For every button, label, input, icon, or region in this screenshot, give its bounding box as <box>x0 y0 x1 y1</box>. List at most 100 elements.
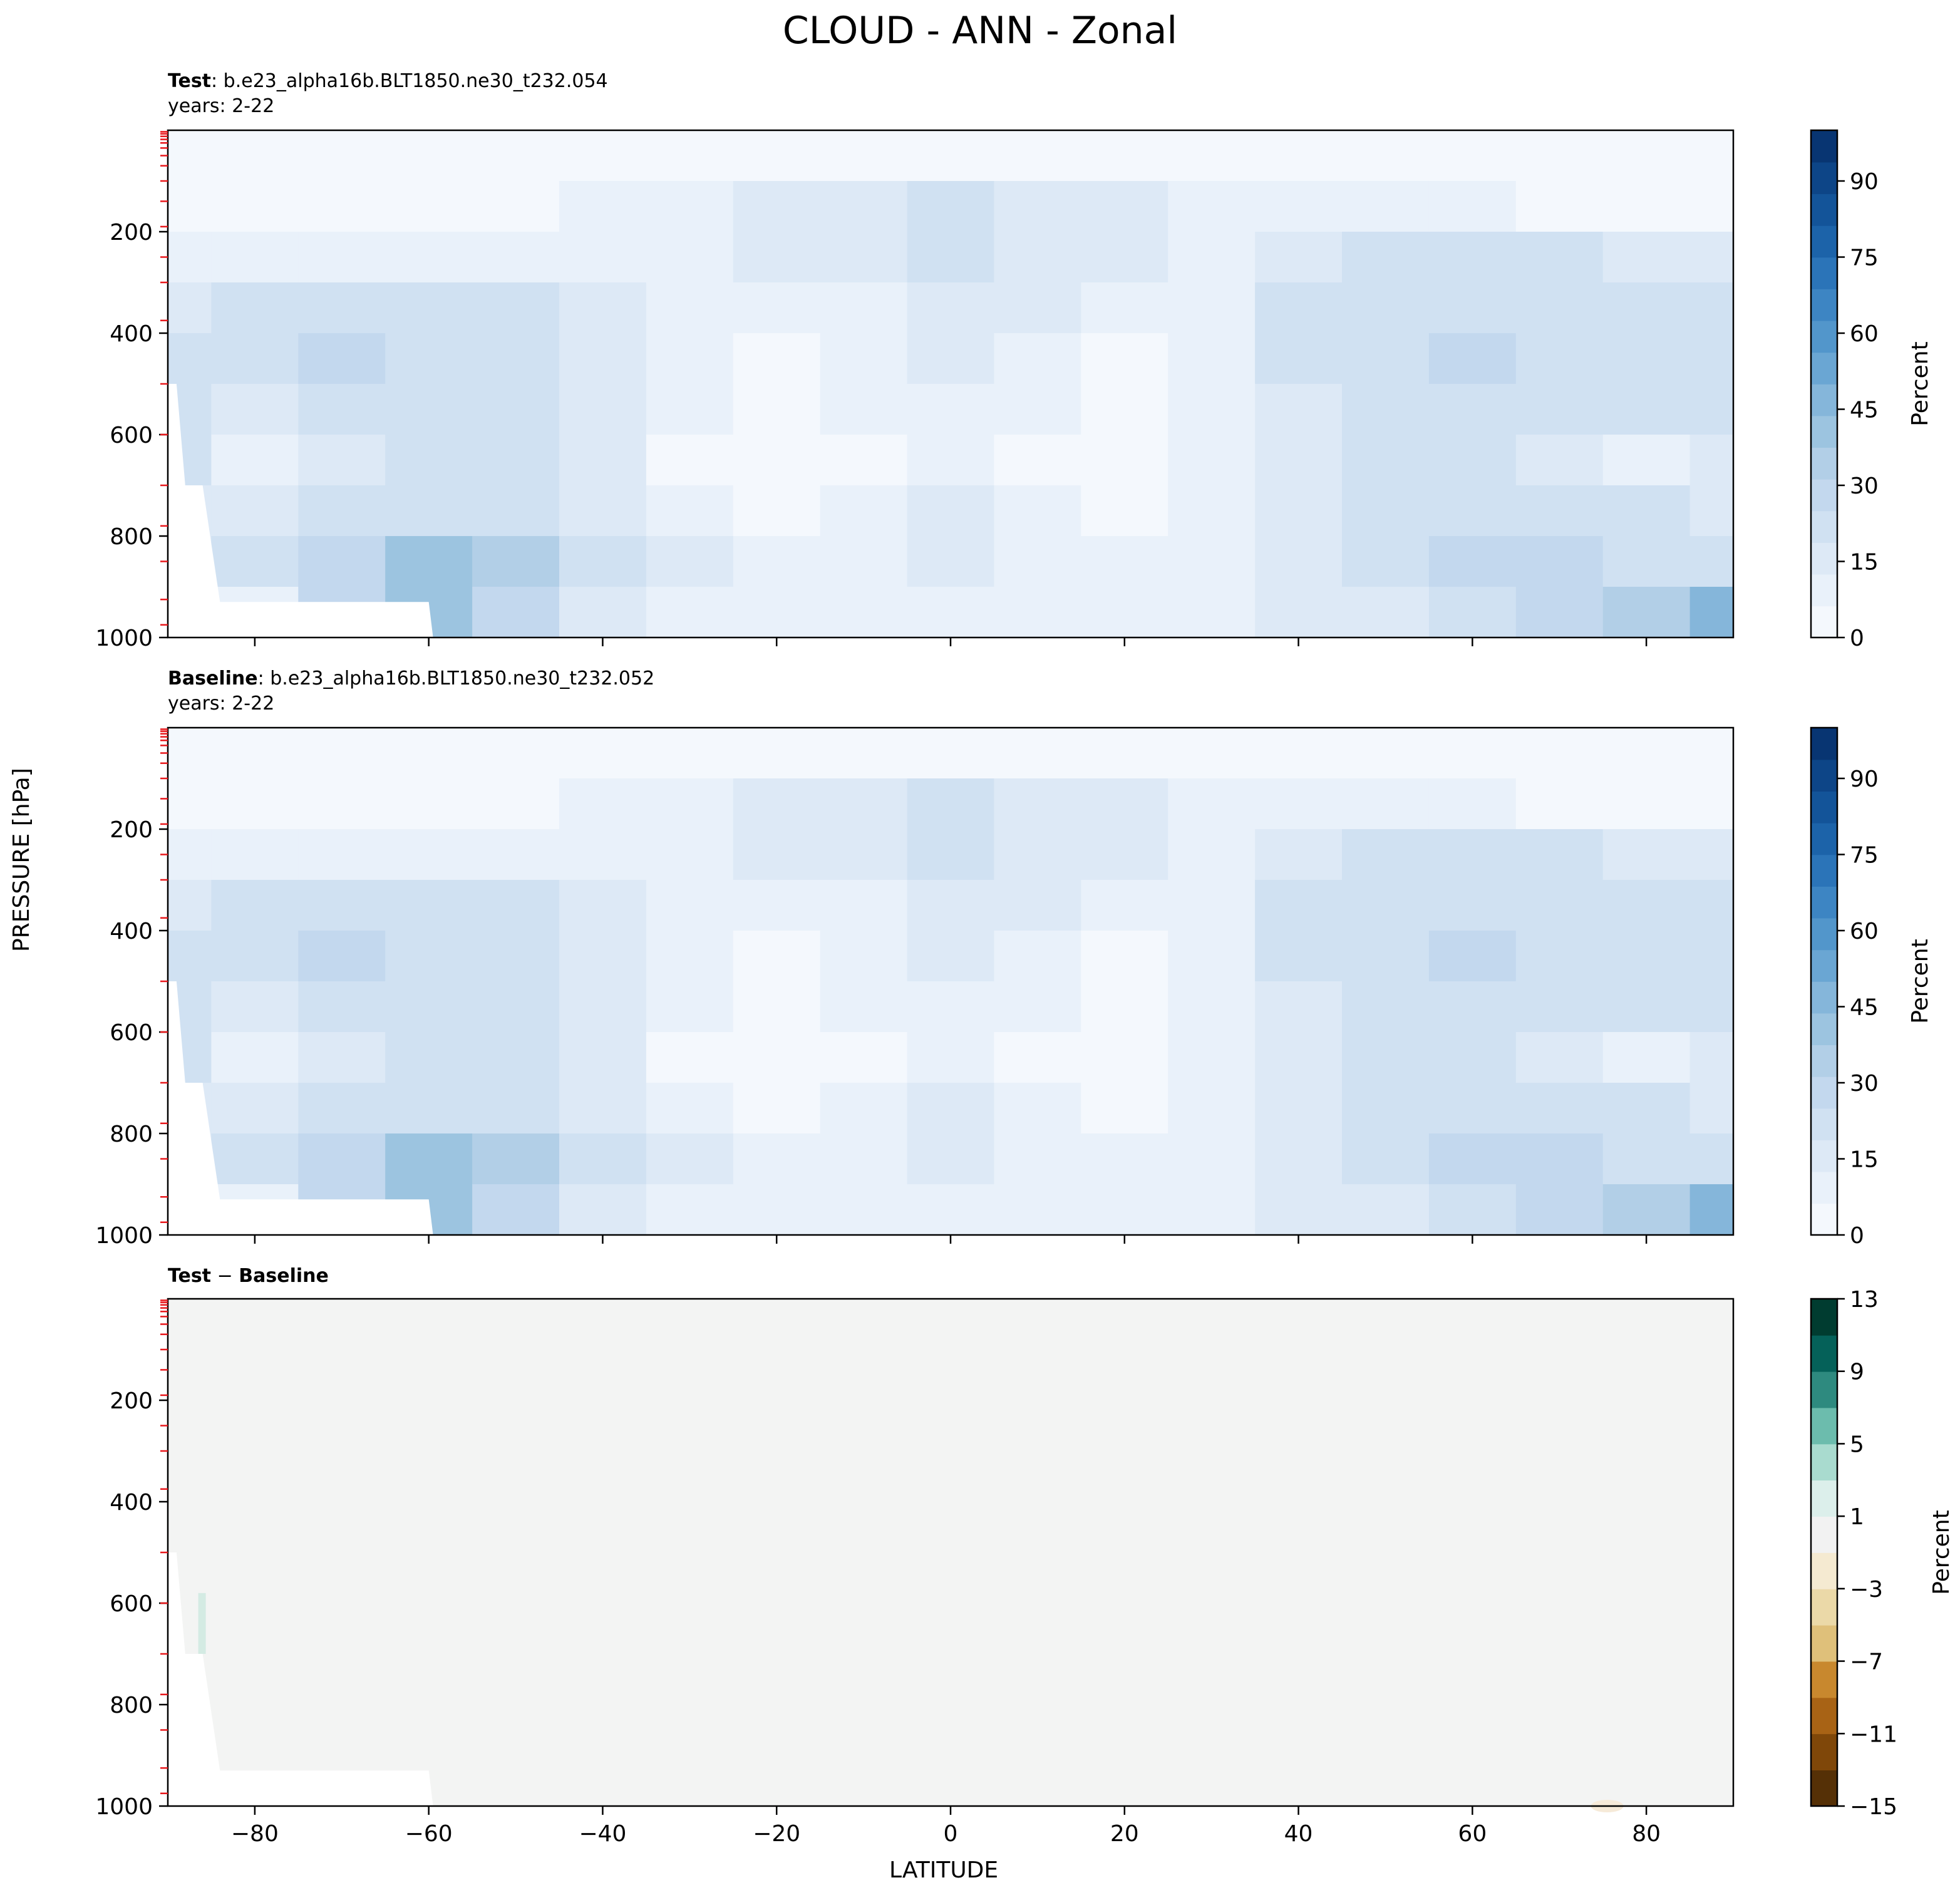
contour-cell <box>211 728 299 779</box>
contour-cell <box>1689 181 1734 232</box>
contour-cell <box>733 1032 821 1083</box>
colorbar-swatch <box>1811 1661 1837 1698</box>
contour-cell <box>1081 536 1168 587</box>
contour-cell <box>1689 829 1734 880</box>
contour-cell <box>1515 435 1604 486</box>
contour-cell <box>559 282 647 334</box>
contour-cell <box>559 485 647 537</box>
contour-cell <box>1602 1133 1691 1185</box>
contour-cell <box>472 1133 560 1185</box>
contour-cell <box>1602 282 1691 334</box>
colorbar-swatch <box>1811 1624 1837 1662</box>
panel-difference-plot: 200 400 600 800 1000 −80 −60 −40 −20 0 20 40 60 80 <box>95 1298 1735 1847</box>
contour-cell <box>994 880 1082 931</box>
contour-cell <box>559 931 647 982</box>
contour-cell <box>1081 829 1168 880</box>
contour-cell <box>1689 282 1734 334</box>
colorbar-swatch <box>1811 130 1837 163</box>
contour-cell <box>1081 981 1168 1033</box>
contour-cell <box>1515 981 1604 1033</box>
contour-cell <box>820 1083 908 1134</box>
contour-cell <box>907 435 995 486</box>
contour-cell <box>733 536 821 587</box>
contour-cell <box>1168 130 1256 182</box>
contour-cell <box>298 282 386 334</box>
contour-cell <box>1081 880 1168 931</box>
contour-cell <box>907 384 995 435</box>
contour-cell <box>1255 1032 1343 1083</box>
colorbar-swatch <box>1811 478 1837 512</box>
contour-cell <box>1689 931 1734 982</box>
contour-cell <box>1428 536 1517 587</box>
contour-cell <box>994 333 1082 385</box>
contour-cell <box>994 728 1082 779</box>
contour-cell <box>1515 232 1604 283</box>
contour-cell <box>472 931 560 982</box>
contour-cell <box>820 1133 908 1185</box>
contour-cell <box>1428 728 1517 779</box>
contour-cell <box>1342 384 1430 435</box>
contour-cell <box>385 1133 473 1185</box>
y-tick-label: 1000 <box>95 626 153 651</box>
x-tick-label: −60 <box>405 1821 453 1847</box>
contour-cell <box>907 778 995 830</box>
colorbar-swatch <box>1811 384 1837 416</box>
contour-cell <box>1602 536 1691 587</box>
contour-cell <box>385 536 473 587</box>
colorbar-swatch <box>1811 1407 1837 1445</box>
contour-cell <box>1602 435 1691 486</box>
contour-cell <box>168 130 212 182</box>
contour-cell <box>1342 981 1430 1033</box>
contour-cell <box>820 485 908 537</box>
panel-diff-title: Test − Baseline <box>168 1264 329 1289</box>
contour-cell <box>1081 181 1168 232</box>
contour-cell <box>211 384 299 435</box>
panel-test-title-bold: Test <box>168 70 212 92</box>
contour-cell <box>298 1032 386 1083</box>
contour-cell <box>820 931 908 982</box>
panel-baseline-subtitle: years: 2-22 <box>168 693 275 715</box>
contour-cell <box>298 829 386 880</box>
contour-cell <box>907 1032 995 1083</box>
colorbar-tick-label: 60 <box>1850 919 1879 944</box>
colorbar-swatch <box>1811 510 1837 543</box>
colorbar-tick-label: 1 <box>1850 1504 1864 1530</box>
contour-cell <box>1602 485 1691 537</box>
contour-cell <box>472 232 560 283</box>
colorbar-swatch <box>1811 1697 1837 1735</box>
contour-cell <box>1428 778 1517 830</box>
contour-cell <box>1255 981 1343 1033</box>
contour-cell <box>646 485 734 537</box>
colorbar-swatch <box>1811 289 1837 321</box>
contour-cell <box>1342 536 1430 587</box>
contour-cell <box>211 181 299 232</box>
contour-cell <box>298 1083 386 1134</box>
contour-cell <box>559 384 647 435</box>
contour-cell <box>994 435 1082 486</box>
contour-cell <box>211 1032 299 1083</box>
x-tick-label: 80 <box>1632 1821 1661 1847</box>
colorbar-swatch <box>1811 1076 1837 1109</box>
contour-cell <box>907 333 995 385</box>
contour-cell <box>1081 587 1168 638</box>
contour-cell <box>1428 282 1517 334</box>
panel-baseline-title: Baseline: b.e23_alpha16b.BLT1850.ne30_t2… <box>168 666 654 716</box>
contour-cell <box>907 1184 995 1236</box>
contour-cell <box>1515 1184 1604 1236</box>
contour-cell <box>385 435 473 486</box>
contour-cell <box>733 880 821 931</box>
contour-cell <box>1342 587 1430 638</box>
contour-cell <box>1689 1032 1734 1083</box>
contour-cell <box>385 829 473 880</box>
contour-cell <box>820 130 908 182</box>
colorbar-tick-label: −15 <box>1850 1794 1897 1820</box>
contour-cell <box>1342 880 1430 931</box>
colorbar-swatch <box>1811 1013 1837 1045</box>
contour-cell <box>211 130 299 182</box>
contour-cell <box>733 485 821 537</box>
contour-cell <box>1255 1083 1343 1134</box>
contour-cell <box>385 981 473 1033</box>
contour-cell <box>1168 880 1256 931</box>
panel-test-title: Test: b.e23_alpha16b.BLT1850.ne30_t232.0… <box>168 69 608 119</box>
colorbar-swatch <box>1811 1371 1837 1408</box>
